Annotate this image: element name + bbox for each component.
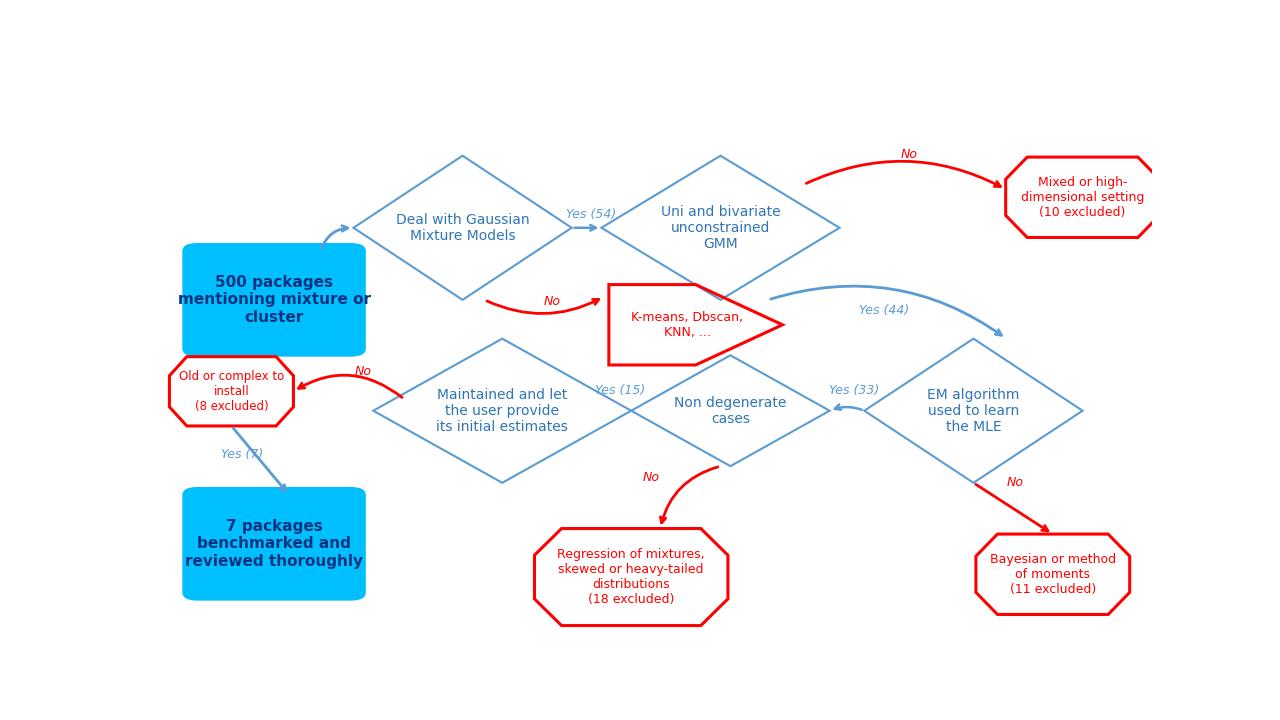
Text: Bayesian or method
of moments
(11 excluded): Bayesian or method of moments (11 exclud…: [989, 553, 1116, 595]
Text: Mixed or high-
dimensional setting
(10 excluded): Mixed or high- dimensional setting (10 e…: [1021, 176, 1144, 219]
Text: Uni and bivariate
unconstrained
GMM: Uni and bivariate unconstrained GMM: [660, 204, 781, 251]
FancyBboxPatch shape: [182, 487, 366, 600]
Text: No: No: [643, 471, 659, 484]
Text: No: No: [355, 365, 372, 378]
Text: K-means, Dbscan,
KNN, ...: K-means, Dbscan, KNN, ...: [631, 311, 742, 339]
Text: Maintained and let
the user provide
its initial estimates: Maintained and let the user provide its …: [436, 387, 568, 434]
FancyBboxPatch shape: [182, 243, 366, 356]
Text: No: No: [1006, 476, 1024, 489]
Text: 500 packages
mentioning mixture or
cluster: 500 packages mentioning mixture or clust…: [178, 275, 371, 325]
Text: No: No: [900, 148, 918, 161]
Text: Regression of mixtures,
skewed or heavy-tailed
distributions
(18 excluded): Regression of mixtures, skewed or heavy-…: [557, 548, 705, 606]
Text: Yes (7): Yes (7): [221, 448, 264, 461]
Text: No: No: [543, 295, 561, 308]
Text: Yes (33): Yes (33): [829, 384, 879, 397]
Text: EM algorithm
used to learn
the MLE: EM algorithm used to learn the MLE: [927, 387, 1020, 434]
Text: Yes (15): Yes (15): [595, 384, 645, 397]
Text: Non degenerate
cases: Non degenerate cases: [675, 395, 787, 426]
Text: Yes (44): Yes (44): [859, 304, 909, 317]
Text: 7 packages
benchmarked and
reviewed thoroughly: 7 packages benchmarked and reviewed thor…: [186, 519, 364, 569]
Text: Deal with Gaussian
Mixture Models: Deal with Gaussian Mixture Models: [396, 212, 530, 243]
Text: Old or complex to
install
(8 excluded): Old or complex to install (8 excluded): [179, 370, 284, 413]
Text: Yes (54): Yes (54): [566, 208, 617, 221]
